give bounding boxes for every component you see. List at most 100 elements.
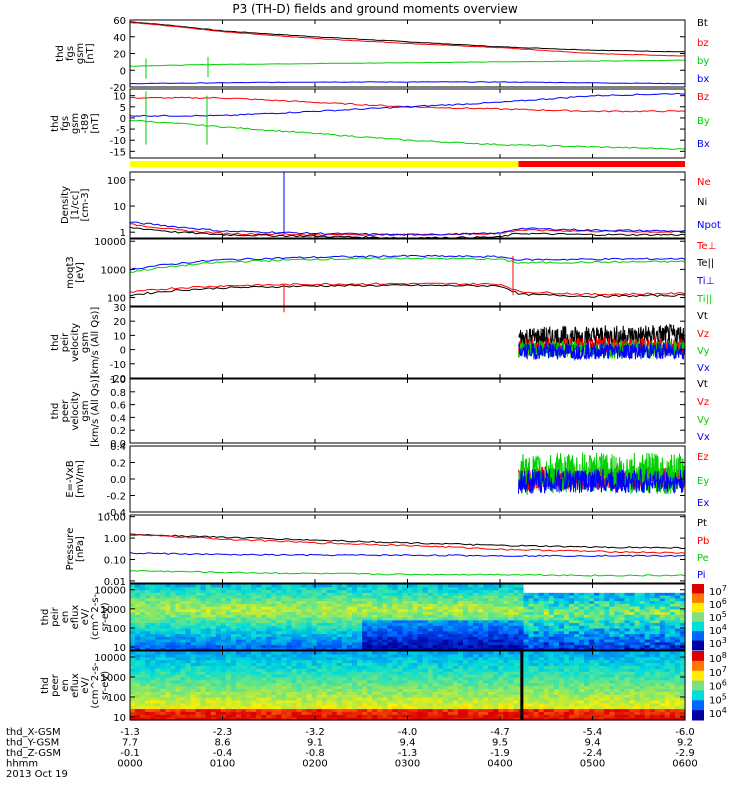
spectrogram-cell xyxy=(457,622,464,626)
spectrogram-cell xyxy=(523,691,530,695)
spectrogram-cell xyxy=(286,665,293,669)
spectrogram-cell xyxy=(568,584,575,588)
spectrogram-cell xyxy=(316,603,323,607)
y-axis-label: [km/s (All Qs)] xyxy=(90,375,101,447)
spectrogram-cell xyxy=(584,611,590,615)
spectrogram-cell xyxy=(246,619,252,624)
spectrogram-cell xyxy=(190,702,197,707)
spectrogram-cell xyxy=(463,656,469,661)
spectrogram-cell xyxy=(321,586,328,591)
spectrogram-cell xyxy=(463,628,469,632)
spectrogram-cell xyxy=(180,619,187,624)
spectrogram-cell xyxy=(518,600,525,604)
spectrogram-cell xyxy=(357,699,363,704)
spectrogram-cell xyxy=(528,659,535,664)
legend-Pe: Pe xyxy=(697,553,709,564)
spectrogram-cell xyxy=(533,586,540,591)
spectrogram-cell xyxy=(483,608,489,613)
spectrogram-cell xyxy=(619,636,626,640)
spectrogram-cell xyxy=(674,595,681,599)
y-axis-label: [nT] xyxy=(85,43,96,63)
spectrogram-cell xyxy=(367,647,373,651)
spectrogram-cell xyxy=(452,694,459,698)
spectrogram-cell xyxy=(574,630,580,635)
spectrogram-cell xyxy=(246,682,252,687)
spectrogram-cell xyxy=(599,606,605,610)
spectrogram-cell xyxy=(432,717,439,721)
spectrogram-cell xyxy=(493,668,499,672)
spectrogram-cell xyxy=(568,628,575,632)
spectrogram-cell xyxy=(362,595,368,599)
legend-Pb: Pb xyxy=(697,536,709,547)
spectrogram-cell xyxy=(382,606,388,610)
spectrogram-cell xyxy=(190,600,197,604)
spectrogram-cell xyxy=(422,614,429,618)
spectrogram-cell xyxy=(518,589,525,593)
spectrogram-cell xyxy=(563,600,570,604)
spectrogram-cell xyxy=(175,639,182,643)
spectrogram-cell xyxy=(286,714,293,718)
spectrogram-cell xyxy=(538,699,545,704)
spectrogram-cell xyxy=(306,685,313,689)
series-line-p1-bz xyxy=(129,22,685,57)
spectrogram-cell xyxy=(210,708,217,712)
spectrogram-cell xyxy=(488,644,494,648)
spectrogram-cell xyxy=(195,705,202,710)
spectrogram-cell xyxy=(155,625,161,629)
spectrogram-cell xyxy=(397,682,404,687)
spectrogram-cell xyxy=(543,622,550,626)
spectrogram-cell xyxy=(417,628,424,632)
spectrogram-cell xyxy=(422,600,429,604)
spectrogram-cell xyxy=(362,611,368,615)
spectrogram-cell xyxy=(372,674,378,678)
spectrogram-cell xyxy=(155,595,161,599)
spectrogram-cell xyxy=(528,606,535,610)
spectrogram-cell xyxy=(311,633,318,637)
spectrogram-cell xyxy=(276,606,282,610)
spectrogram-cell xyxy=(568,603,575,607)
spectrogram-cell xyxy=(473,630,479,635)
y-tick-label: 10 xyxy=(113,92,126,103)
spectrogram-cell xyxy=(483,691,489,695)
spectrogram-cell xyxy=(427,589,434,593)
spectrogram-cell xyxy=(679,586,686,591)
spectrogram-cell xyxy=(352,608,358,613)
spectrogram-cell xyxy=(160,647,166,651)
spectrogram-cell xyxy=(457,617,464,621)
spectrogram-cell xyxy=(679,647,686,651)
spectrogram-cell xyxy=(235,662,242,666)
spectrogram-cell xyxy=(185,688,192,692)
spectrogram-cell xyxy=(538,586,545,591)
colorbar-tick-label: 104 xyxy=(709,623,727,637)
spectrogram-cell xyxy=(503,597,510,602)
spectrogram-cell xyxy=(261,705,267,710)
spectrogram-cell xyxy=(417,586,424,591)
spectrogram-cell xyxy=(437,691,444,695)
spectrogram-cell xyxy=(180,708,187,712)
spectrogram-cell xyxy=(195,608,202,613)
spectrogram-cell xyxy=(346,608,353,613)
spectrogram-cell xyxy=(145,644,151,648)
spectrogram-cell xyxy=(220,644,227,648)
spectrogram-cell xyxy=(367,656,373,661)
spectrogram-cell xyxy=(649,611,656,615)
spectrogram-cell xyxy=(412,647,419,651)
spectrogram-cell xyxy=(357,708,363,712)
spectrogram-cell xyxy=(644,647,651,651)
spectrogram-cell xyxy=(503,639,510,643)
spectrogram-cell xyxy=(473,644,479,648)
spectrogram-cell xyxy=(473,668,479,672)
spectrogram-cell xyxy=(220,619,227,624)
spectrogram-cell xyxy=(155,641,161,646)
spectrogram-cell xyxy=(316,584,323,588)
spectrogram-cell xyxy=(321,662,328,666)
spectrogram-cell xyxy=(336,717,343,721)
spectrogram-cell xyxy=(225,614,232,618)
spectrogram-cell xyxy=(185,674,192,678)
spectrogram-cell xyxy=(452,614,459,618)
spectrogram-cell xyxy=(336,699,343,704)
spectrogram-cell xyxy=(412,671,419,675)
spectrogram-cell xyxy=(659,595,666,599)
spectrogram-cell xyxy=(503,600,510,604)
spectrogram-cell xyxy=(473,614,479,618)
